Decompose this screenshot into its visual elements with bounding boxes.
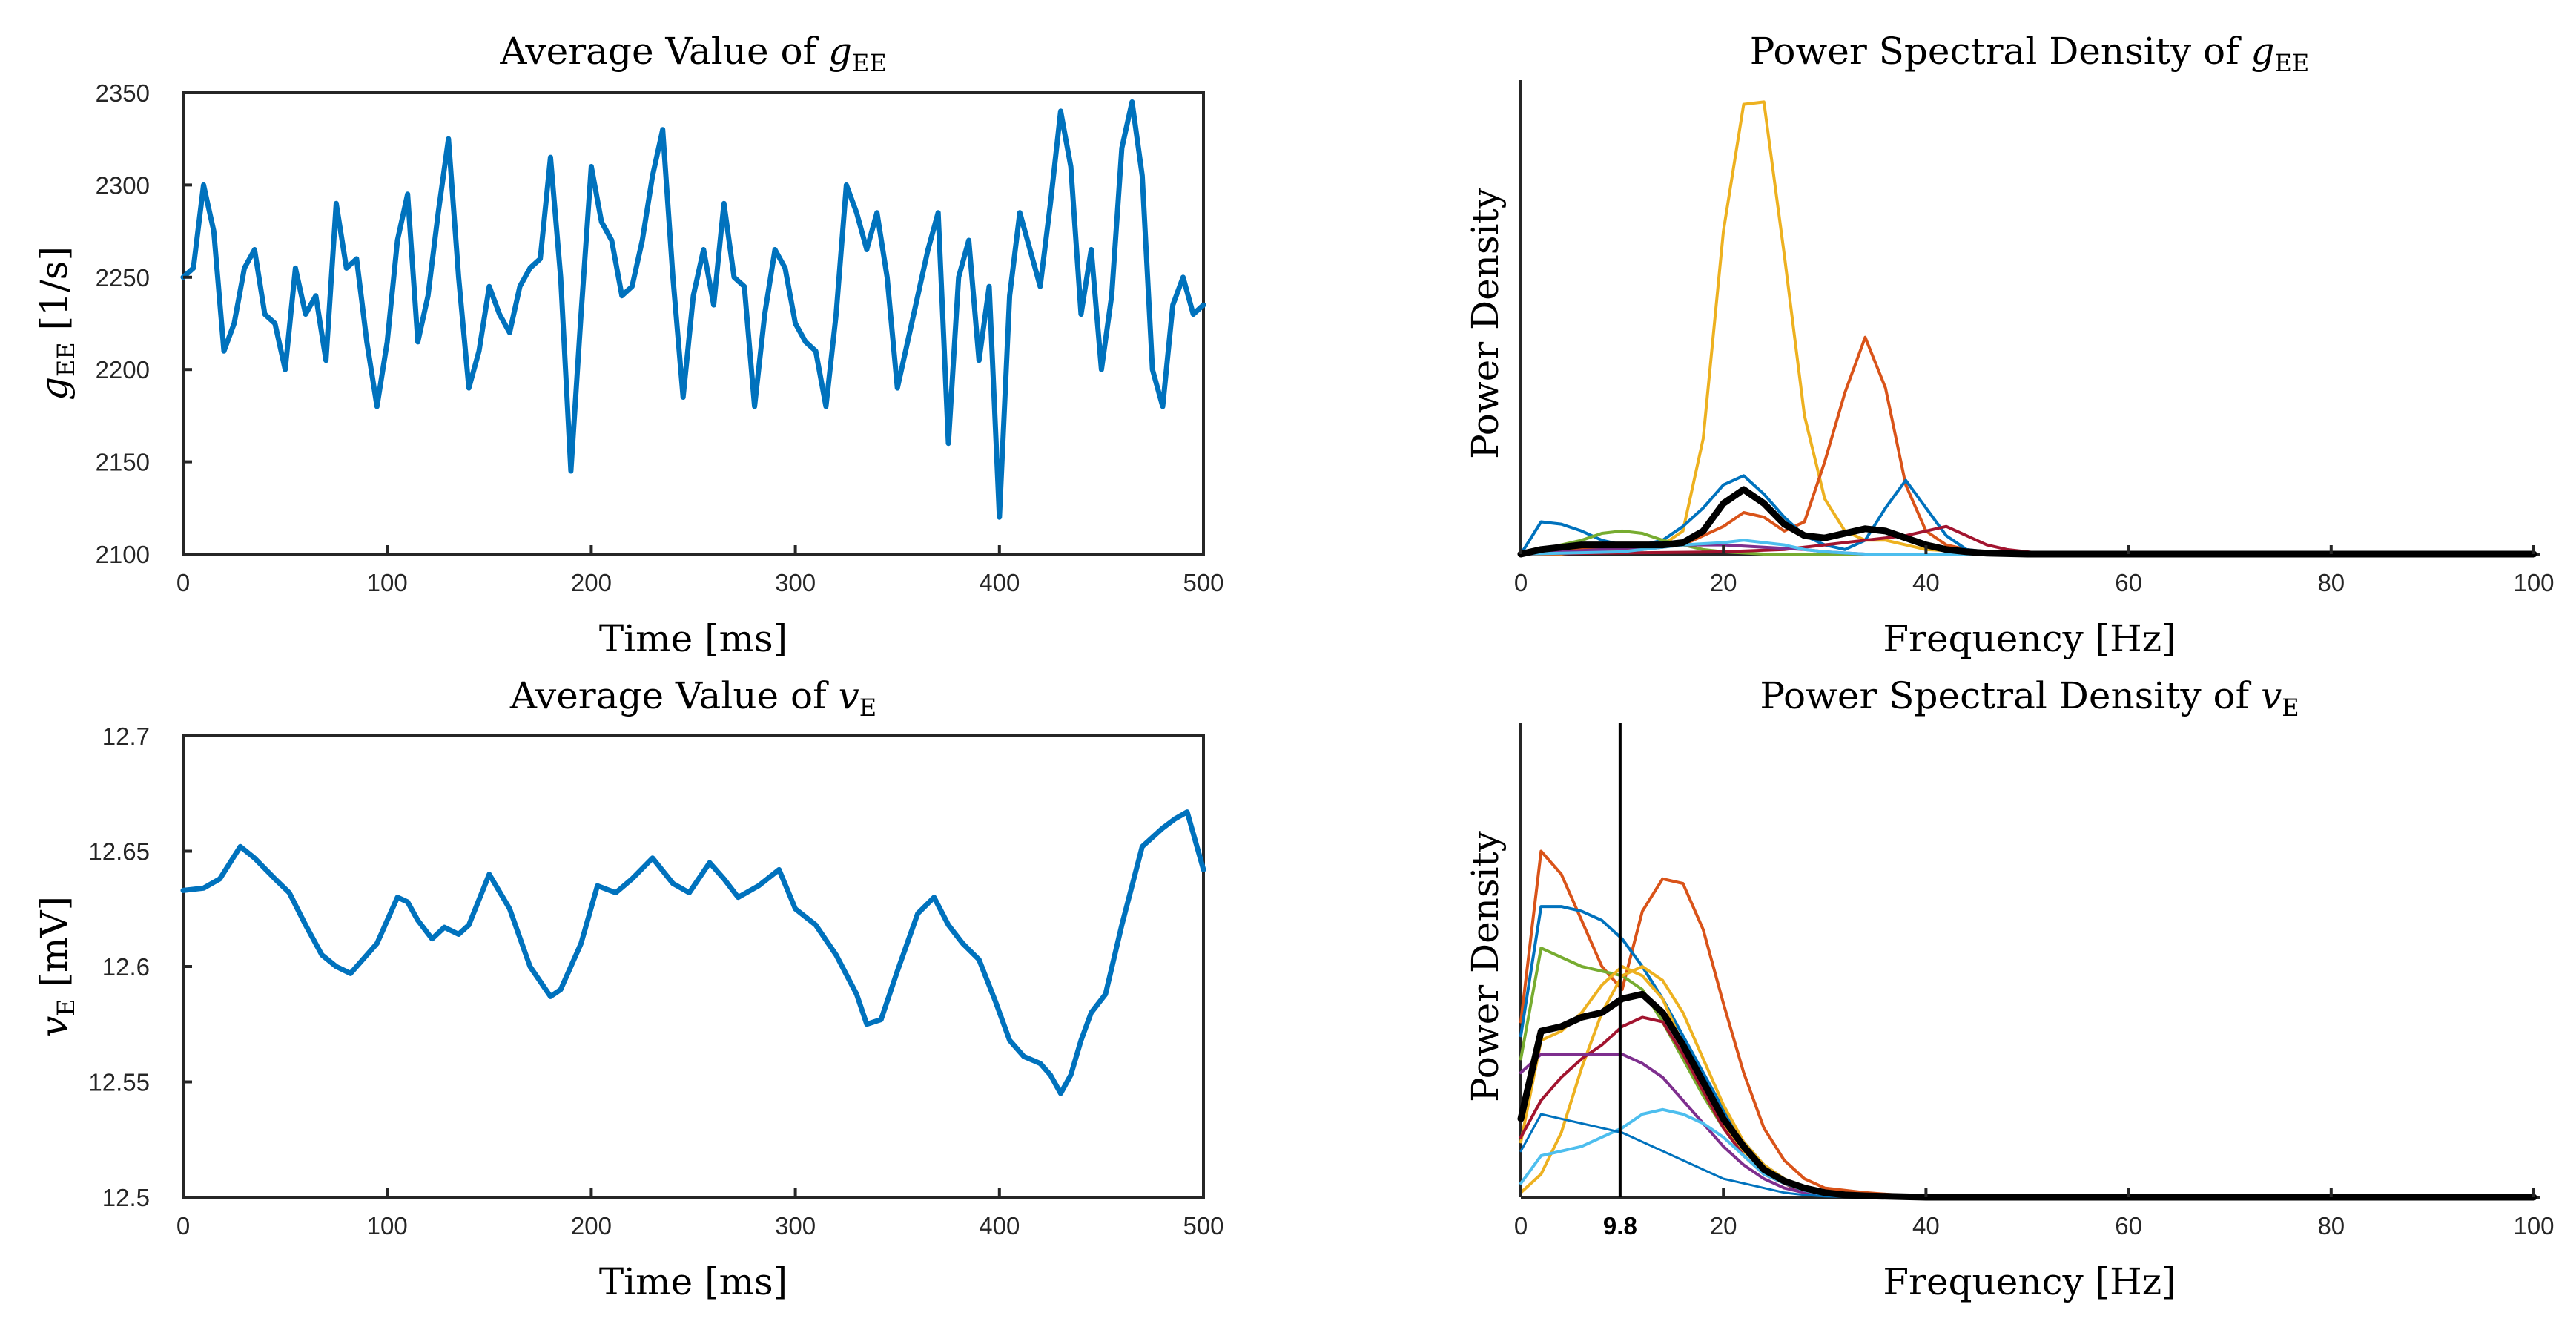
x-tick-label: 0 <box>1514 569 1528 596</box>
y-axis-label: Power Density <box>1464 187 1507 459</box>
y-tick-label: 2200 <box>96 356 150 383</box>
series-line-blue <box>1519 474 2535 556</box>
panel-gee-psd: Power Spectral Density of gEE 0 20 40 60 80 1… <box>1464 30 2554 660</box>
x-tick-label: 40 <box>1912 1212 1940 1240</box>
y-axis-label: vE [mV] <box>33 896 80 1037</box>
series-line-vE <box>180 809 1206 1096</box>
x-tick-label: 80 <box>2317 569 2345 596</box>
chart-title: Average Value of gEE <box>499 30 886 77</box>
series-line-blue <box>1519 905 2535 1199</box>
x-ticks: 0 20 40 60 80 100 <box>1514 545 2554 596</box>
series-layer <box>180 809 1206 1096</box>
x-ticks: 0 100 200 300 400 500 <box>176 1188 1224 1240</box>
series-line-crimson <box>1519 524 2535 556</box>
series-line-crimson <box>1519 1015 2535 1199</box>
chart-title: Power Spectral Density of vE <box>1760 674 2299 722</box>
x-axis-label: Time [ms] <box>599 617 787 660</box>
y-axis-label: gEE [1/s] <box>33 246 80 401</box>
panel-ve-psd: Power Spectral Density of vE 9.8 0 20 40 60… <box>1464 674 2554 1303</box>
series-line-mean <box>1517 486 2537 558</box>
panel-ve-time: Average Value of vE 0 100 200 300 400 500 12.… <box>33 674 1224 1303</box>
series-line-yellow <box>1519 100 2535 556</box>
x-tick-label: 500 <box>1183 1212 1223 1240</box>
x-tick-label: 0 <box>176 569 190 596</box>
x-axis-label: Time [ms] <box>599 1260 787 1303</box>
series-line-yellow2 <box>1519 965 2535 1199</box>
chart-title: Power Spectral Density of gEE <box>1750 30 2309 77</box>
x-tick-label: 100 <box>367 1212 408 1240</box>
series-line-gEE <box>180 99 1206 520</box>
series-layer <box>1517 100 2537 558</box>
y-tick-label: 12.5 <box>102 1184 150 1211</box>
y-tick-label: 12.6 <box>102 953 150 981</box>
series-line-lightblue <box>1519 1107 2535 1199</box>
x-tick-label: 100 <box>2513 569 2554 596</box>
x-tick-label: 500 <box>1183 569 1223 596</box>
y-tick-label: 12.55 <box>88 1069 150 1096</box>
x-tick-label: 60 <box>2115 569 2142 596</box>
x-tick-label: 20 <box>1710 1212 1737 1240</box>
y-tick-label: 12.65 <box>88 838 150 866</box>
y-tick-label: 2300 <box>96 171 150 199</box>
y-axis-label: Power Density <box>1464 830 1507 1102</box>
x-tick-label: 100 <box>367 569 408 596</box>
x-ticks: 0 100 200 300 400 500 <box>176 545 1224 596</box>
chart-title: Average Value of vE <box>509 674 876 722</box>
x-tick-label: 0 <box>176 1212 190 1240</box>
x-tick-label: 60 <box>2115 1212 2142 1240</box>
series-layer <box>1517 849 2537 1201</box>
y-tick-label: 2150 <box>96 449 150 476</box>
x-tick-label: 300 <box>775 1212 816 1240</box>
panel-gee-time: Average Value of gEE 0 100 200 300 400 500 21… <box>33 30 1224 660</box>
x-tick-label: 20 <box>1710 569 1737 596</box>
series-line-blue2 <box>1519 1113 2535 1199</box>
series-line-orange <box>1519 849 2535 1199</box>
x-tick-label: 400 <box>979 569 1020 596</box>
y-ticks: 2100 2150 2200 2250 2300 2350 <box>96 79 192 568</box>
y-ticks: 12.5 12.55 12.6 12.65 12.7 <box>88 722 192 1211</box>
x-tick-label: 300 <box>775 569 816 596</box>
x-tick-label: 40 <box>1912 569 1940 596</box>
series-layer <box>180 99 1206 520</box>
marker-label: 9.8 <box>1603 1212 1637 1240</box>
x-tick-label: 200 <box>571 1212 612 1240</box>
plot-area-frame <box>182 91 1205 556</box>
x-axis-label: Frequency [Hz] <box>1883 1260 2176 1303</box>
peak-marker: 9.8 <box>1603 723 1637 1240</box>
y-tick-label: 2250 <box>96 264 150 292</box>
y-tick-label: 2350 <box>96 79 150 107</box>
series-line-green <box>1519 947 2535 1199</box>
series-line-orange <box>1519 335 2535 556</box>
y-tick-label: 2100 <box>96 541 150 568</box>
x-tick-label: 100 <box>2513 1212 2554 1240</box>
series-line-mean <box>1517 990 2537 1201</box>
x-tick-label: 0 <box>1514 1212 1528 1240</box>
x-tick-label: 400 <box>979 1212 1020 1240</box>
x-tick-label: 200 <box>571 569 612 596</box>
series-line-purple <box>1519 1053 2535 1199</box>
x-axis-label: Frequency [Hz] <box>1883 617 2176 660</box>
y-tick-label: 12.7 <box>102 722 150 750</box>
series-line-yellow1 <box>1519 965 2535 1199</box>
x-ticks: 0 20 40 60 80 100 <box>1514 1188 2554 1240</box>
x-tick-label: 80 <box>2317 1212 2345 1240</box>
